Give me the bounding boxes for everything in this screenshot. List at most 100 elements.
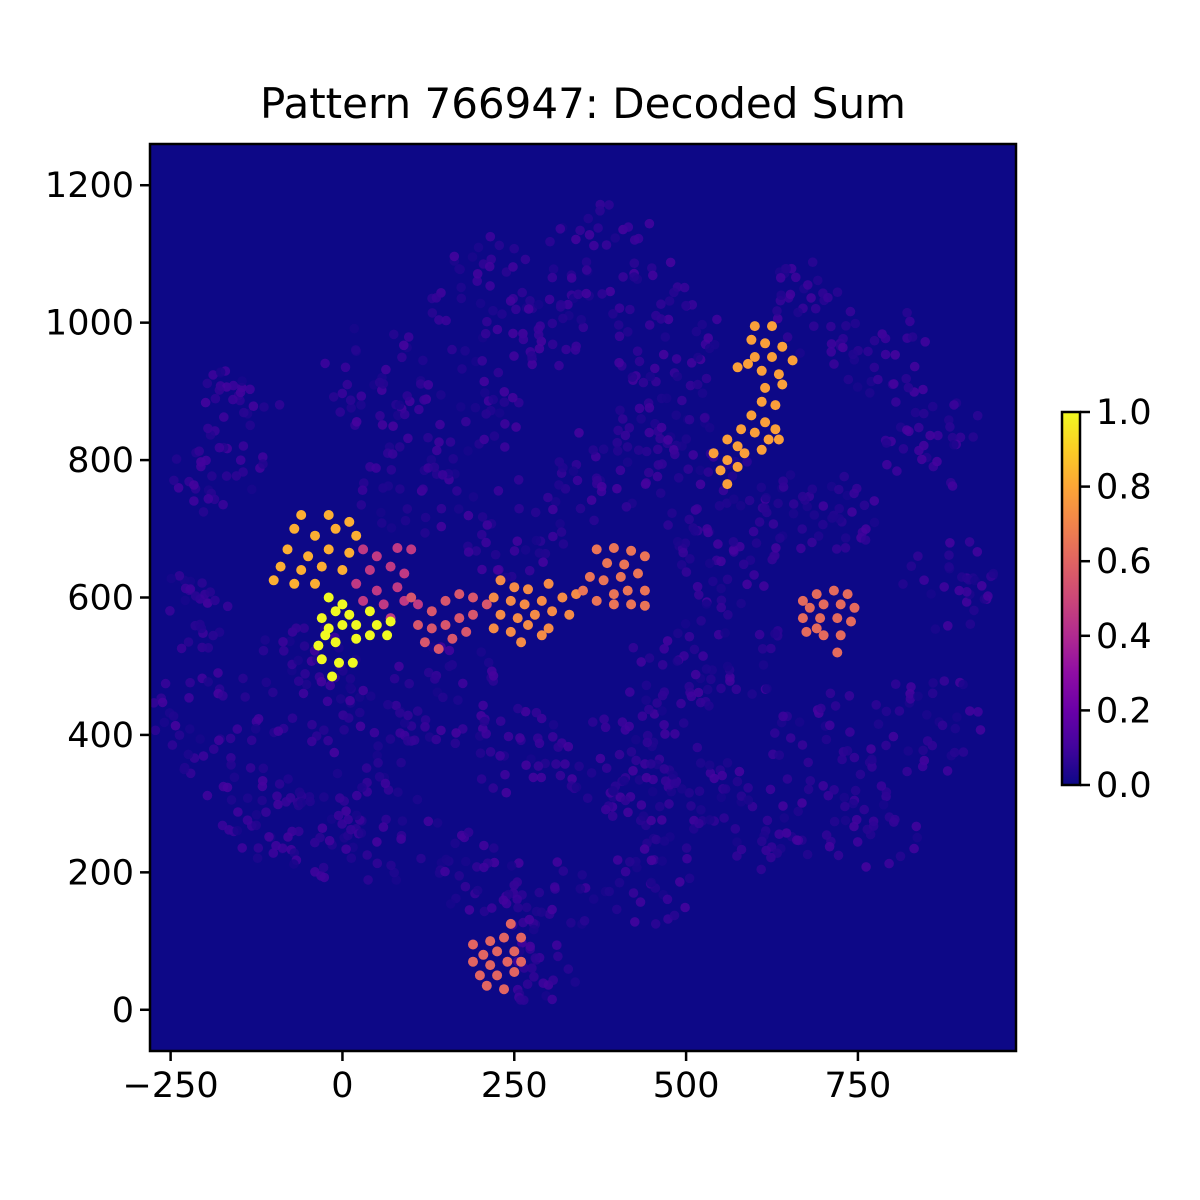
data-point bbox=[238, 467, 248, 477]
data-point bbox=[514, 858, 524, 868]
data-point bbox=[692, 504, 702, 514]
data-point bbox=[641, 680, 652, 691]
data-point bbox=[626, 747, 637, 757]
data-point bbox=[906, 561, 917, 571]
data-point bbox=[475, 748, 486, 758]
data-point bbox=[575, 225, 585, 236]
data-point bbox=[581, 257, 592, 267]
data-point bbox=[208, 630, 218, 641]
data-point bbox=[222, 601, 233, 612]
data-point bbox=[717, 770, 727, 781]
data-point bbox=[479, 376, 490, 387]
data-point bbox=[389, 329, 399, 340]
data-point bbox=[773, 434, 784, 445]
data-point bbox=[479, 716, 490, 727]
data-point bbox=[420, 528, 430, 538]
data-point bbox=[389, 673, 400, 684]
data-point bbox=[735, 500, 746, 511]
data-point bbox=[473, 242, 484, 253]
data-point bbox=[977, 581, 987, 591]
data-point bbox=[531, 707, 542, 718]
data-point bbox=[274, 400, 285, 410]
data-point bbox=[917, 761, 928, 772]
data-point bbox=[479, 906, 490, 917]
data-point bbox=[548, 264, 559, 274]
data-point bbox=[818, 630, 829, 641]
data-point bbox=[825, 688, 836, 699]
data-point bbox=[485, 281, 495, 291]
data-point bbox=[972, 547, 983, 557]
data-point bbox=[846, 616, 856, 627]
data-point bbox=[756, 444, 767, 455]
data-point bbox=[818, 599, 829, 610]
data-point bbox=[488, 394, 499, 405]
data-point bbox=[447, 344, 457, 355]
data-point bbox=[809, 510, 820, 520]
data-point bbox=[694, 786, 705, 796]
data-point bbox=[834, 514, 845, 524]
colorbar-tick-label: 0.6 bbox=[1096, 542, 1152, 582]
data-point bbox=[307, 736, 317, 747]
data-point bbox=[902, 766, 912, 777]
data-point bbox=[412, 706, 423, 716]
data-point bbox=[659, 687, 670, 697]
data-point bbox=[723, 610, 733, 620]
data-point bbox=[349, 323, 360, 334]
data-point bbox=[685, 554, 695, 564]
data-point bbox=[414, 404, 424, 415]
data-point bbox=[561, 344, 571, 355]
data-point bbox=[952, 712, 962, 722]
data-point bbox=[716, 556, 726, 567]
data-point bbox=[463, 510, 474, 521]
data-point bbox=[343, 713, 354, 723]
data-point bbox=[624, 721, 634, 732]
data-point bbox=[547, 318, 558, 329]
data-point bbox=[552, 940, 562, 950]
data-point bbox=[709, 339, 720, 350]
data-point bbox=[456, 282, 466, 293]
data-point bbox=[743, 358, 753, 369]
data-point bbox=[767, 321, 777, 332]
data-point bbox=[644, 467, 654, 478]
data-point bbox=[185, 584, 196, 594]
data-point bbox=[618, 414, 628, 424]
data-point bbox=[547, 272, 558, 283]
data-point bbox=[776, 290, 786, 301]
data-point bbox=[543, 492, 553, 503]
data-point bbox=[701, 373, 712, 384]
data-point bbox=[492, 946, 503, 957]
data-point bbox=[742, 579, 752, 590]
data-point bbox=[644, 704, 654, 715]
data-point bbox=[691, 326, 702, 337]
data-point bbox=[525, 941, 535, 952]
data-point bbox=[742, 457, 752, 467]
data-point bbox=[680, 619, 691, 629]
data-point bbox=[863, 346, 873, 357]
data-point bbox=[655, 433, 665, 444]
data-point bbox=[641, 695, 651, 705]
data-point bbox=[878, 800, 889, 810]
data-point bbox=[240, 692, 250, 702]
data-point bbox=[842, 746, 853, 756]
data-point bbox=[652, 471, 663, 482]
data-point bbox=[480, 328, 491, 339]
data-point bbox=[608, 786, 618, 796]
data-point bbox=[523, 304, 534, 314]
data-point bbox=[943, 621, 953, 631]
data-point bbox=[533, 761, 544, 771]
data-point bbox=[558, 462, 568, 473]
data-point bbox=[419, 637, 430, 648]
data-point bbox=[253, 714, 264, 724]
data-point bbox=[578, 585, 588, 596]
data-point bbox=[378, 822, 389, 832]
data-point bbox=[650, 363, 660, 374]
data-point bbox=[620, 795, 631, 806]
data-point bbox=[736, 844, 747, 855]
data-point bbox=[258, 459, 268, 469]
data-point bbox=[612, 483, 622, 494]
data-point bbox=[681, 843, 692, 853]
data-point bbox=[463, 547, 474, 557]
data-point bbox=[770, 400, 781, 411]
data-point bbox=[767, 352, 777, 362]
data-point bbox=[499, 387, 510, 397]
